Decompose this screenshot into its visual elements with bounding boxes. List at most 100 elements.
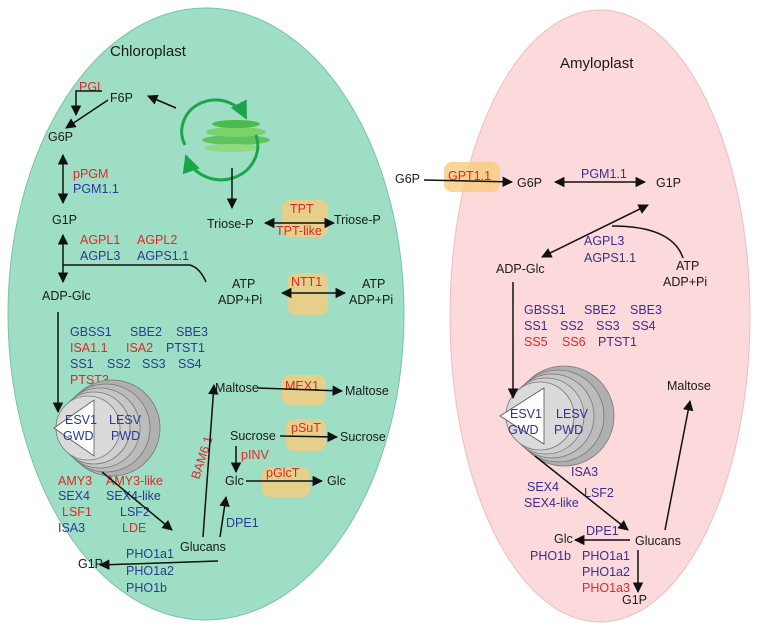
metabolite-g1p-bottom-chloro: G1P [78, 557, 103, 571]
metabolite-adp-glc-amylo: ADP-Glc [496, 262, 545, 276]
enzyme-isa2: ISA2 [126, 341, 153, 355]
enzyme-pho1b-amylo: PHO1b [530, 549, 571, 563]
enzyme-agps11: AGPS1.1 [137, 249, 189, 263]
enzyme-sex4-amylo: SEX4 [527, 480, 559, 494]
enzyme-lesv-chloro: LESV [109, 413, 142, 427]
enzyme-pwd-amylo: PWD [554, 423, 583, 437]
enzyme-pho1a2-amylo: PHO1a2 [582, 565, 630, 579]
chloroplast-arrows [52, 90, 347, 570]
starch-granule-amyloplast [499, 365, 615, 467]
enzyme-dpe1-chloro: DPE1 [226, 516, 259, 530]
enzyme-ptst1: PTST1 [166, 341, 205, 355]
enzyme-pgi: PGI [79, 80, 101, 94]
metabolite-glc-inside: Glc [225, 474, 244, 488]
amyloplast-ellipse [449, 9, 751, 623]
enzyme-pinv: pINV [241, 448, 269, 462]
transporter-gpt11: GPT1.1 [448, 169, 491, 183]
transporter-psut: pSuT [291, 421, 321, 435]
enzyme-lsf2: LSF2 [120, 505, 150, 519]
enzyme-ss5-amylo: SS5 [524, 335, 548, 349]
metabolite-glc-outside: Glc [327, 474, 346, 488]
enzyme-sbe2: SBE2 [130, 325, 162, 339]
metabolite-sucrose-outside: Sucrose [340, 430, 386, 444]
enzyme-ss3: SS3 [142, 357, 166, 371]
enzyme-pwd-chloro: PWD [111, 429, 140, 443]
enzyme-ss3-amylo: SS3 [596, 319, 620, 333]
enzyme-pgm11: PGM1.1 [73, 182, 119, 196]
metabolite-adp-pi-outside: ADP+Pi [349, 293, 393, 307]
metabolite-maltose-inside: Maltose [215, 381, 259, 395]
enzyme-lde: LDE [122, 521, 146, 535]
transporter-tpt: TPT [290, 202, 314, 216]
enzyme-agpl3-amylo: AGPL3 [584, 234, 624, 248]
thylakoid-icon [202, 120, 270, 152]
enzyme-ptst1-amylo: PTST1 [598, 335, 637, 349]
enzyme-ppgm: pPGM [73, 167, 108, 181]
enzyme-gbss1: GBSS1 [70, 325, 112, 339]
enzyme-pho1a1-chloro: PHO1a1 [126, 547, 174, 561]
amyloplast-title: Amyloplast [560, 55, 634, 72]
metabolite-glucans-chloro: Glucans [180, 540, 226, 554]
enzyme-dpe1-amylo: DPE1 [586, 524, 619, 538]
enzyme-amy3-like: AMY3-like [106, 474, 163, 488]
enzyme-sex4-like-amylo: SEX4-like [524, 496, 579, 510]
metabolite-sucrose-inside: Sucrose [230, 429, 276, 443]
metabolite-f6p: F6P [110, 91, 133, 105]
enzyme-isa3-amylo: ISA3 [571, 465, 598, 479]
enzyme-pgm11-amylo: PGM1.1 [581, 167, 627, 181]
enzyme-pho1a3-amylo: PHO1a3 [582, 581, 630, 595]
transporter-mex1: MEX1 [285, 379, 319, 393]
transporter-tpt-like: TPT-like [276, 224, 322, 238]
enzyme-esv1-chloro: ESV1 [65, 413, 97, 427]
enzyme-ss2: SS2 [107, 357, 131, 371]
enzyme-pho1a1-amylo: PHO1a1 [582, 549, 630, 563]
enzyme-ss1-amylo: SS1 [524, 319, 548, 333]
pglct-transporter-box [262, 467, 310, 497]
enzyme-sbe2-amylo: SBE2 [584, 303, 616, 317]
amyloplast-arrows [423, 176, 694, 594]
metabolite-maltose-outside: Maltose [345, 384, 389, 398]
metabolite-atp-amylo: ATP [676, 259, 699, 273]
metabolite-adp-pi-inside: ADP+Pi [218, 293, 262, 307]
enzyme-lsf2-amylo: LSF2 [584, 486, 614, 500]
enzyme-lsf1: LSF1 [62, 505, 92, 519]
enzyme-pho1b-chloro: PHO1b [126, 581, 167, 595]
metabolite-atp-outside: ATP [362, 277, 385, 291]
enzyme-pho1a2-chloro: PHO1a2 [126, 564, 174, 578]
enzyme-sex4: SEX4 [58, 489, 90, 503]
metabolite-atp-inside: ATP [232, 277, 255, 291]
transporter-pglct: pGlcT [266, 466, 300, 480]
metabolite-glucans-amylo: Glucans [635, 534, 681, 548]
metabolite-triose-p-inside: Triose-P [207, 217, 254, 231]
transporter-ntt1: NTT1 [291, 275, 322, 289]
gpt11-transporter-box [444, 162, 500, 192]
chloroplast-title: Chloroplast [110, 43, 187, 60]
enzyme-agpl2: AGPL2 [137, 233, 177, 247]
metabolite-adp-pi-amylo: ADP+Pi [663, 275, 707, 289]
enzyme-gwd-chloro: GWD [63, 429, 94, 443]
enzyme-agpl1: AGPL1 [80, 233, 120, 247]
enzyme-ss6-amylo: SS6 [562, 335, 586, 349]
enzyme-isa3-chloro: ISA3 [58, 521, 85, 535]
metabolite-adp-glc: ADP-Glc [42, 289, 91, 303]
metabolite-g1p: G1P [52, 213, 77, 227]
enzyme-ss1: SS1 [70, 357, 94, 371]
metabolite-g1p-bottom-amylo: G1P [622, 593, 647, 607]
enzyme-gwd-amylo: GWD [508, 423, 539, 437]
enzyme-agps11-amylo: AGPS1.1 [584, 251, 636, 265]
metabolite-g6p-amylo: G6P [517, 176, 542, 190]
enzyme-ss2-amylo: SS2 [560, 319, 584, 333]
enzyme-agpl3: AGPL3 [80, 249, 120, 263]
enzyme-gbss1-amylo: GBSS1 [524, 303, 566, 317]
psut-transporter-box [286, 419, 326, 451]
enzyme-lesv-amylo: LESV [556, 407, 589, 421]
metabolite-glc-amylo: Glc [554, 532, 573, 546]
enzyme-isa11: ISA1.1 [70, 341, 108, 355]
metabolite-g1p-amylo: G1P [656, 176, 681, 190]
enzyme-amy3: AMY3 [58, 474, 92, 488]
enzyme-sbe3: SBE3 [176, 325, 208, 339]
enzyme-esv1-amylo: ESV1 [510, 407, 542, 421]
metabolite-g6p-outside: G6P [395, 172, 420, 186]
enzyme-sex4-like: SEX4-like [106, 489, 161, 503]
